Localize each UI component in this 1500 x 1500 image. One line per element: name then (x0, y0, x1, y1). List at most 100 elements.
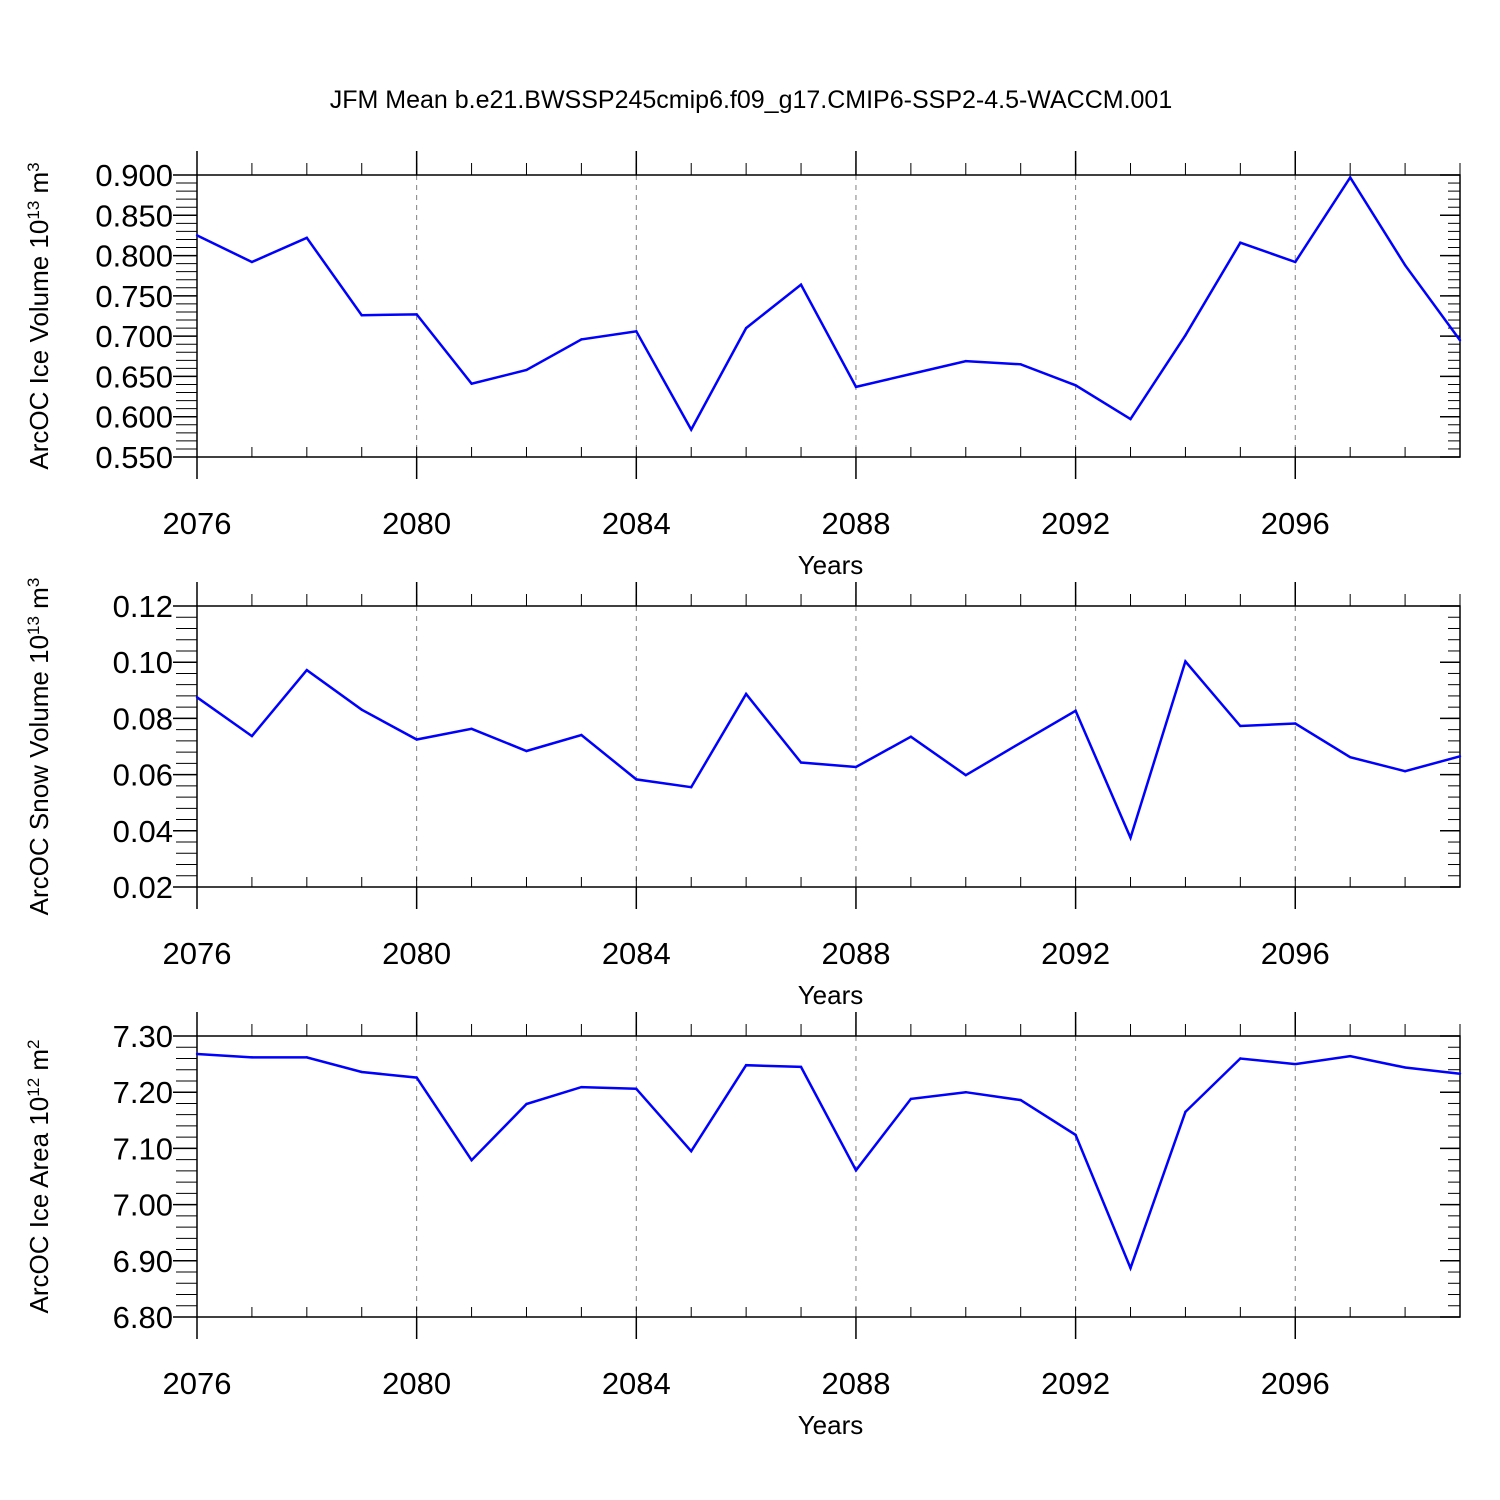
data-point (909, 735, 913, 738)
data-point (1458, 338, 1462, 342)
data-point (690, 1150, 693, 1153)
data-point (1074, 709, 1077, 713)
y-tick-label: 0.08 (113, 701, 173, 736)
data-point (250, 260, 254, 264)
x-tick-label: 2092 (1041, 506, 1110, 541)
data-point (1239, 241, 1242, 244)
data-point (964, 359, 967, 363)
y-tick-label: 0.650 (95, 359, 173, 394)
x-tick-label: 2084 (602, 936, 671, 971)
plot-frame (196, 1035, 1461, 1318)
chart-panels: 0.550 0.600 0.650 0.700 0.750 0.800 0.850 0.900… (24, 151, 1462, 1440)
data-point (360, 1070, 363, 1074)
y-axis-label-unit-exponent: 2 (24, 1039, 43, 1048)
data-point (415, 1076, 418, 1079)
x-tick-label: 2076 (163, 936, 232, 971)
data-point (1074, 1133, 1077, 1137)
y-axis-label: ArcOC Ice Area 1012 m2 (24, 1039, 55, 1313)
y-axis-label-unit-exponent: 3 (24, 162, 43, 171)
x-axis-label: Years (798, 980, 864, 1010)
y-tick-label: 0.900 (95, 158, 173, 193)
data-point (195, 234, 199, 237)
y-axis-label-exponent: 13 (24, 616, 43, 635)
plot-frame (196, 605, 1461, 888)
y-tick-label: 6.80 (113, 1300, 173, 1335)
y-tick-label: 0.06 (113, 758, 173, 793)
data-point (799, 761, 803, 764)
data-point (195, 696, 199, 699)
data-point (854, 385, 858, 389)
y-axis-label: ArcOC Snow Volume 1013 m3 (24, 578, 55, 916)
data-point (909, 372, 913, 376)
plot-frame (196, 174, 1461, 458)
data-point (250, 1056, 254, 1059)
y-tick-label: 7.00 (113, 1188, 173, 1223)
y-axis-label-text: ArcOC Snow Volume 10 (24, 635, 54, 915)
y-tick-label: 7.10 (113, 1131, 173, 1166)
data-point (635, 778, 638, 781)
data-series-line (196, 658, 1461, 842)
x-tick-label: 2084 (602, 506, 671, 541)
x-tick-label: 2084 (602, 1366, 671, 1401)
y-axis-label-unit-exponent: 3 (24, 578, 43, 587)
data-point (744, 692, 748, 696)
data-point (360, 313, 363, 317)
data-point (1074, 384, 1077, 387)
data-point (415, 313, 418, 316)
data-point (744, 326, 748, 330)
data-series-line (196, 1052, 1461, 1272)
data-point (415, 738, 418, 741)
data-point (470, 727, 473, 730)
data-point (964, 773, 967, 777)
figure-title: JFM Mean b.e21.BWSSP245cmip6.f09_g17.CMI… (330, 86, 1172, 114)
x-tick-label: 2096 (1261, 1366, 1330, 1401)
data-point (635, 1087, 638, 1091)
data-point (305, 236, 309, 240)
y-tick-label: 0.850 (95, 198, 173, 233)
data-point (580, 338, 583, 341)
y-axis-label-unit: m (24, 587, 54, 616)
data-point (799, 1065, 803, 1069)
data-point (690, 428, 693, 431)
x-tick-label: 2076 (163, 1366, 232, 1401)
data-point (250, 734, 254, 738)
y-tick-label: 0.04 (113, 814, 173, 849)
data-point (1458, 1072, 1462, 1075)
data-point (1129, 417, 1132, 421)
data-point (854, 1169, 858, 1172)
data-point (1458, 755, 1462, 758)
y-tick-label: 7.20 (113, 1075, 173, 1110)
data-point (1403, 1066, 1407, 1069)
data-point (1403, 264, 1407, 267)
y-axis-label-unit: m (24, 1049, 54, 1078)
y-tick-label: 0.700 (95, 319, 173, 354)
data-point (525, 1102, 528, 1106)
y-axis-label-exponent: 12 (24, 1078, 43, 1097)
y-tick-label: 0.12 (113, 589, 173, 624)
data-series-line (196, 175, 1462, 433)
data-point (1403, 770, 1407, 773)
data-point (744, 1064, 748, 1067)
data-point (964, 1091, 967, 1094)
x-tick-label: 2076 (163, 506, 232, 541)
data-point (360, 708, 363, 711)
x-tick-label: 2092 (1041, 1366, 1110, 1401)
data-point (690, 786, 693, 789)
x-tick-label: 2096 (1261, 936, 1330, 971)
y-axis-label: ArcOC Ice Volume 1013 m3 (24, 162, 55, 469)
y-tick-label: 0.750 (95, 279, 173, 314)
y-axis-label-text: ArcOC Ice Volume 10 (24, 220, 54, 470)
data-point (1348, 755, 1352, 759)
data-point (909, 1097, 913, 1101)
x-axis-label: Years (798, 1410, 864, 1440)
data-point (1239, 724, 1242, 728)
y-tick-label: 0.800 (95, 239, 173, 274)
data-point (195, 1052, 199, 1056)
x-tick-label: 2080 (382, 506, 451, 541)
data-point (854, 765, 858, 769)
data-point (799, 283, 803, 286)
y-axis-label-text: ArcOC Ice Area 10 (24, 1097, 54, 1314)
x-tick-label: 2080 (382, 936, 451, 971)
ice-volume-panel: 0.550 0.600 0.650 0.700 0.750 0.800 0.850 0.900… (24, 151, 1462, 580)
